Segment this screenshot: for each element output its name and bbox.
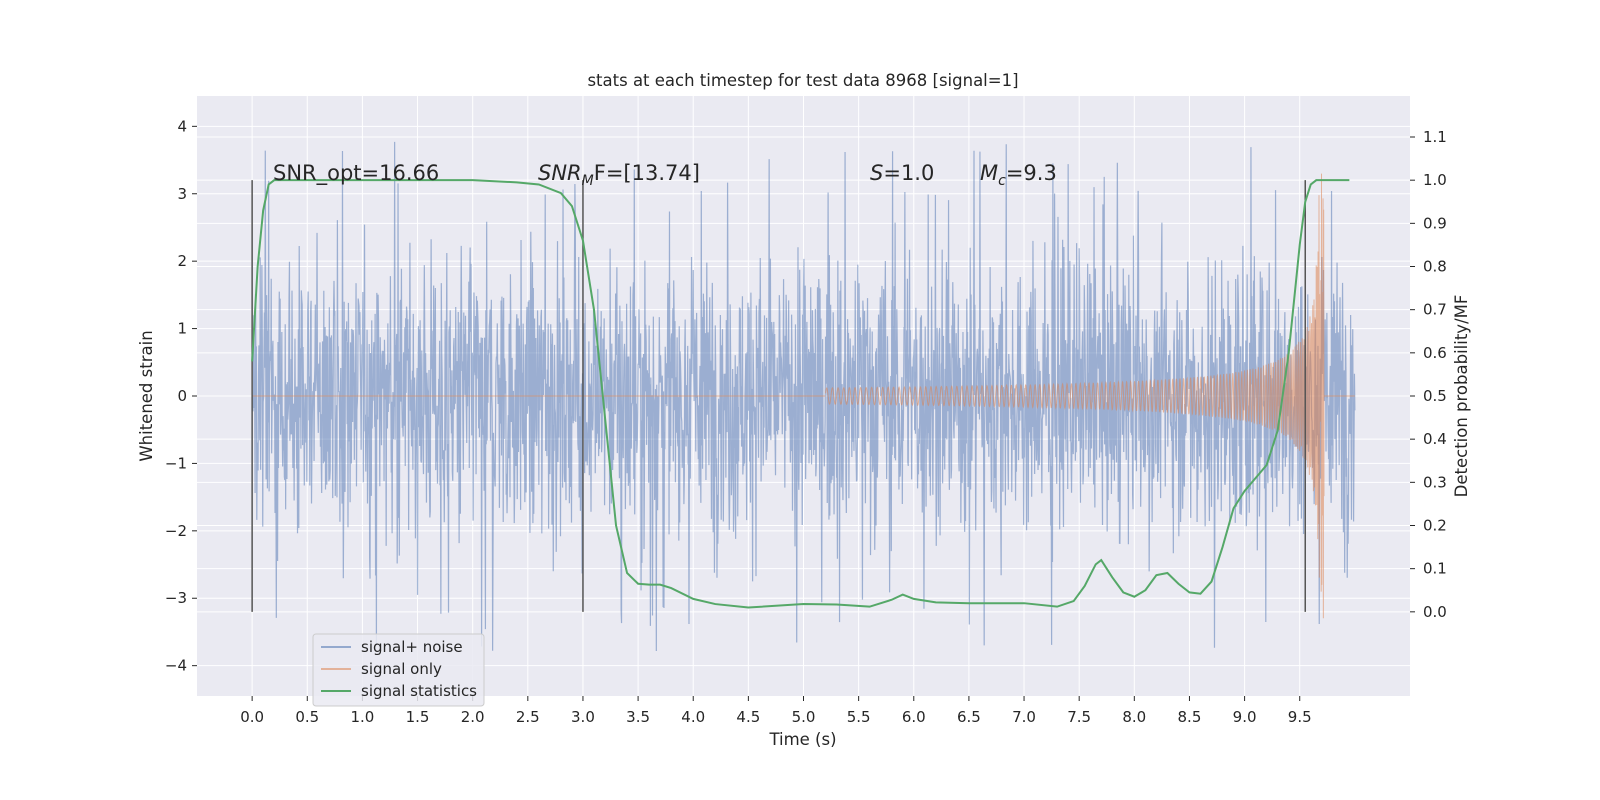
y2-tick-label: 0.9 bbox=[1423, 214, 1447, 232]
y2-tick-label: 0.3 bbox=[1423, 473, 1447, 491]
y2-tick-label: 0.6 bbox=[1423, 344, 1447, 362]
x-tick-label: 4.0 bbox=[681, 708, 705, 726]
x-tick-label: 1.5 bbox=[406, 708, 430, 726]
snr-opt-annotation: SNR_opt=16.66 bbox=[273, 161, 439, 186]
noise-series bbox=[251, 141, 1356, 652]
y2-tick-label: 0.4 bbox=[1423, 430, 1447, 448]
mc-annotation: Mc=9.3 bbox=[980, 161, 1057, 189]
x-tick-label: 7.5 bbox=[1067, 708, 1091, 726]
chart-title: stats at each timestep for test data 896… bbox=[587, 71, 1018, 90]
signal-series bbox=[252, 173, 1355, 619]
stats-series bbox=[251, 179, 1350, 609]
y-tick-label: −4 bbox=[165, 657, 187, 675]
noise-line bbox=[251, 141, 1356, 652]
y2-tick-label: 0.7 bbox=[1423, 301, 1447, 319]
x-tick-label: 9.0 bbox=[1233, 708, 1257, 726]
x-tick-label: 8.5 bbox=[1178, 708, 1202, 726]
x-tick-label: 8.0 bbox=[1122, 708, 1146, 726]
y2-tick-label: 0.0 bbox=[1423, 603, 1447, 621]
stats-line bbox=[251, 179, 1350, 609]
annotations: SNR_opt=16.66 SNRMF=[13.74] S=1.0 Mc=9.3 bbox=[273, 161, 1057, 189]
legend-box bbox=[312, 633, 485, 707]
x-tick-label: 4.5 bbox=[736, 708, 760, 726]
mc-tail: =9.3 bbox=[1006, 161, 1057, 185]
y2-axis-label: Detection probability/MF bbox=[1452, 295, 1471, 498]
y2-tick-label: 0.8 bbox=[1423, 258, 1447, 276]
signal-line bbox=[825, 173, 1325, 619]
x-tick-label: 2.5 bbox=[516, 708, 540, 726]
x-tick-label: 7.0 bbox=[1012, 708, 1036, 726]
s-annotation: S=1.0 bbox=[870, 161, 934, 185]
legend: signal+ noise signal only signal statist… bbox=[312, 633, 485, 707]
y-tick-label: −1 bbox=[165, 454, 187, 472]
x-tick-label: 1.0 bbox=[350, 708, 374, 726]
snr-mf-tail: F=[13.74] bbox=[594, 161, 700, 185]
x-tick-label: 9.5 bbox=[1288, 708, 1312, 726]
snr-mf-sub: M bbox=[582, 173, 594, 189]
y2-tick-label: 1.1 bbox=[1423, 128, 1447, 146]
x-axis-label: Time (s) bbox=[768, 730, 836, 749]
s-tail: =1.0 bbox=[883, 161, 934, 185]
snr-mf-main: SNR bbox=[538, 161, 582, 185]
x-tick-label: 0.5 bbox=[295, 708, 319, 726]
x-tick-label: 5.5 bbox=[847, 708, 871, 726]
y-tick-label: 4 bbox=[177, 117, 187, 135]
y2-axis-ticks: 1.1 1.0 0.9 0.8 0.7 0.6 0.5 0.4 0.3 0.2 0.1 0.0 bbox=[1410, 128, 1447, 621]
y-tick-label: 3 bbox=[177, 185, 187, 203]
legend-label-noise: signal+ noise bbox=[361, 638, 463, 656]
snr-mf-annotation: SNRMF=[13.74] bbox=[538, 161, 700, 189]
x-tick-label: 6.0 bbox=[902, 708, 926, 726]
x-tick-label: 3.5 bbox=[626, 708, 650, 726]
x-tick-label: 0.0 bbox=[240, 708, 264, 726]
legend-label-signal: signal only bbox=[361, 660, 442, 678]
y-tick-label: −2 bbox=[165, 522, 187, 540]
y-tick-label: −3 bbox=[165, 589, 187, 607]
y2-tick-label: 0.1 bbox=[1423, 560, 1447, 578]
y-tick-label: 0 bbox=[177, 387, 187, 405]
y2-tick-label: 0.2 bbox=[1423, 516, 1447, 534]
mc-sub: c bbox=[998, 173, 1006, 189]
x-tick-label: 5.0 bbox=[792, 708, 816, 726]
y-axis-label: Whitened strain bbox=[137, 330, 156, 461]
legend-label-stats: signal statistics bbox=[361, 682, 477, 700]
x-tick-label: 2.0 bbox=[461, 708, 485, 726]
x-tick-label: 6.5 bbox=[957, 708, 981, 726]
y-tick-label: 1 bbox=[177, 320, 187, 338]
mc-main: M bbox=[980, 161, 998, 185]
y2-tick-label: 1.0 bbox=[1423, 171, 1447, 189]
y-tick-label: 2 bbox=[177, 252, 187, 270]
x-axis-ticks: 0.0 0.5 1.0 1.5 2.0 2.5 3.0 3.5 4.0 4.5 5.0 5.5 6.0 6… bbox=[240, 696, 1312, 726]
x-tick-label: 3.0 bbox=[571, 708, 595, 726]
y-axis-ticks: 4 3 2 1 0 −1 −2 −3 −4 bbox=[165, 117, 197, 675]
s-var: S bbox=[870, 161, 883, 185]
vertical-markers bbox=[251, 180, 1306, 612]
y2-tick-label: 0.5 bbox=[1423, 387, 1447, 405]
